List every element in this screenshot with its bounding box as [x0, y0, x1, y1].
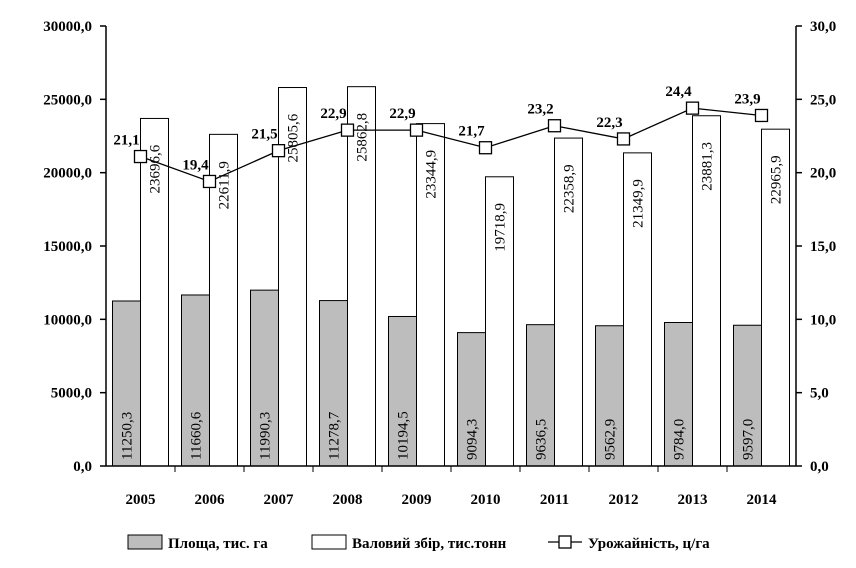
legend-label-area: Площа, тис. га [168, 536, 268, 552]
bar-gross-value-label: 23881,3 [700, 142, 716, 191]
bar-area-value-label: 11660,6 [189, 411, 205, 460]
y-right-tick-label: 10,0 [810, 312, 836, 328]
yield-value-label: 22,3 [596, 115, 622, 131]
yield-point [409, 123, 424, 137]
bar-gross-value-label: 25862,8 [355, 113, 371, 162]
bar-gross-value-label: 25805,6 [286, 113, 302, 162]
yield-value-label: 23,2 [527, 102, 553, 118]
y-right-tick-label: 20,0 [810, 166, 836, 182]
yield-value-label: 21,1 [113, 133, 139, 149]
bar-area [181, 294, 210, 467]
yield-value-label: 22,9 [389, 106, 415, 122]
legend-label-gross: Валовий збір, тис.тонн [352, 536, 507, 552]
x-tick-label: 2012 [609, 492, 639, 508]
bar-area-value-label: 9784,0 [672, 419, 688, 460]
y-left-tick-label: 30000,0 [43, 19, 92, 35]
legend-label-yield: Урожайність, ц/га [588, 536, 710, 552]
yield-value-label: 21,7 [458, 124, 485, 140]
bar-gross-value-label: 21349,9 [631, 179, 647, 228]
bar-gross-value-label: 23696,6 [148, 144, 164, 193]
bar-area-value-label: 9636,5 [534, 419, 550, 460]
bar-area [664, 322, 693, 467]
bar-area-value-label: 9562,9 [603, 419, 619, 460]
bar-gross-harvest [554, 137, 583, 467]
bar-area [733, 324, 762, 467]
bar-gross-value-label: 19718,9 [493, 203, 509, 252]
yield-value-label: 21,5 [251, 127, 277, 143]
bar-gross-value-label: 22611,9 [217, 161, 233, 209]
bar-gross-value-label: 22965,9 [769, 155, 785, 204]
bar-area-value-label: 9597,0 [741, 419, 757, 460]
bar-gross-value-label: 23344,9 [424, 150, 440, 199]
bar-gross-harvest [761, 128, 790, 467]
bar-gross-harvest [416, 123, 445, 467]
bar-area-value-label: 10194,5 [396, 411, 412, 460]
bar-area-value-label: 11250,3 [120, 412, 136, 460]
y-right-tick-label: 25,0 [810, 92, 836, 108]
y-right-tick-label: 0,0 [810, 459, 829, 475]
bar-gross-value-label: 22358,9 [562, 164, 578, 213]
yield-point [547, 119, 562, 133]
bar-gross-harvest [140, 117, 169, 467]
yield-point [271, 144, 286, 158]
y-left-tick-label: 0,0 [73, 459, 92, 475]
x-tick-label: 2014 [747, 492, 778, 508]
legend: Площа, тис. га Валовий збір, тис.тонн Урож… [127, 534, 710, 552]
y-left-tick-label: 10000,0 [43, 312, 92, 328]
bar-area [526, 324, 555, 467]
x-tick-label: 2013 [678, 492, 708, 508]
x-tick-label: 2010 [471, 492, 501, 508]
y-left-tick-label: 5000,0 [51, 386, 92, 402]
x-tick-label: 2009 [402, 492, 432, 508]
x-tick-label: 2005 [126, 492, 156, 508]
bar-gross-harvest [209, 133, 238, 467]
yield-line [140, 107, 762, 183]
bar-area [112, 300, 141, 467]
bar-area [319, 300, 348, 467]
yield-point [340, 123, 355, 137]
yield-point [202, 174, 217, 189]
yield-point [754, 108, 769, 123]
y-left-tick-label: 15000,0 [43, 239, 92, 255]
bars-layer: 11250,3 23696,6 11660,6 22611,9 11990,3 25805… [112, 86, 790, 467]
bar-area [250, 289, 279, 467]
x-tick-label: 2008 [333, 492, 363, 508]
yield-value-label: 19,4 [182, 157, 209, 173]
y-left-tick-label: 25000,0 [43, 92, 92, 108]
y-right-tick-label: 5,0 [810, 386, 829, 402]
legend-marker-yield [558, 535, 572, 549]
x-tick-label: 2007 [264, 492, 295, 508]
x-tick-label: 2011 [540, 492, 569, 508]
yield-value-label: 24,4 [665, 84, 692, 100]
yield-point [133, 149, 148, 164]
x-tick-label: 2006 [195, 492, 226, 508]
yield-point [616, 132, 631, 146]
yield-value-label: 23,9 [734, 91, 760, 107]
bar-area-value-label: 9094,3 [465, 419, 481, 460]
legend-swatch-gross [311, 534, 347, 550]
yield-point [685, 101, 700, 115]
bar-gross-harvest [485, 176, 514, 467]
yield-point [478, 141, 493, 155]
line-layer: 21,1 19,4 21,5 22,9 22,9 21,7 23,2 22,3 24,4 23,9 [113, 84, 769, 189]
bar-gross-harvest [623, 152, 652, 467]
axes-layer: 2005 2006 2007 2008 2009 2010 2011 2012 2013 2014… [43, 19, 836, 508]
y-left-tick-label: 20000,0 [43, 166, 92, 182]
y-right-tick-label: 30,0 [810, 19, 836, 35]
yield-value-label: 22,9 [320, 106, 346, 122]
legend-swatch-area [127, 534, 163, 550]
bar-area-value-label: 11278,7 [327, 411, 343, 460]
y-right-tick-label: 15,0 [810, 239, 836, 255]
bar-area-value-label: 11990,3 [258, 412, 274, 460]
